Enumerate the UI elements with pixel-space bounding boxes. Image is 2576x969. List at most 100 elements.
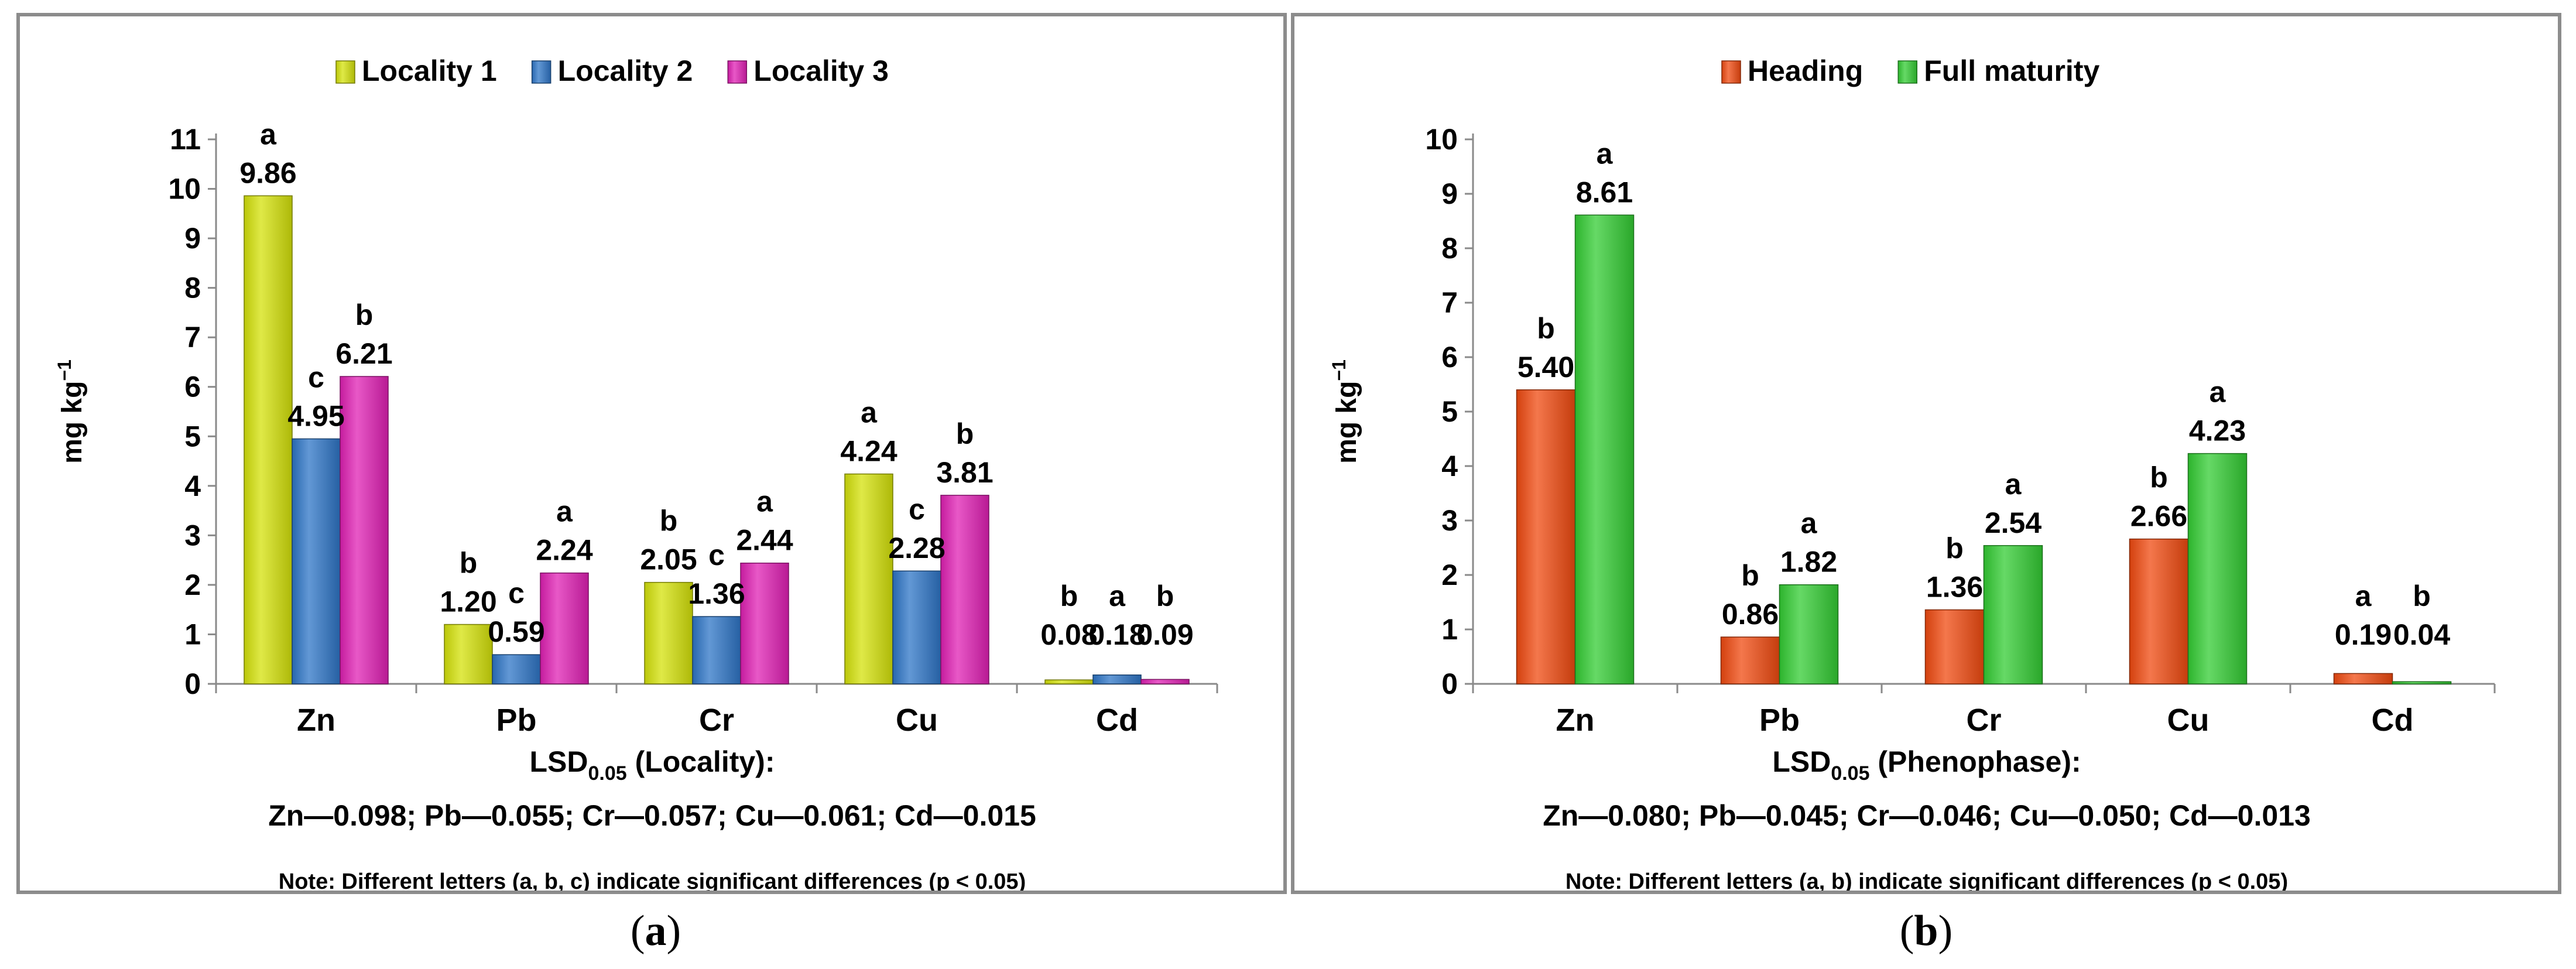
significance-letter: a — [2005, 468, 2022, 501]
significance-letter: b — [1945, 532, 1964, 565]
y-tick-label: 6 — [1441, 341, 1458, 374]
y-axis-label-superscript: −1 — [54, 359, 75, 381]
chart-a-svg: 0 1 2 3 4 5 6 7 8 9 10 11 mg kg−1 Zn Pb Cr Cu Cd 9.86 a 4.95… — [54, 54, 1218, 891]
data-label: 2.28 — [888, 532, 945, 564]
panel-label-a: a — [645, 907, 667, 955]
y-axis-label-superscript: −1 — [1328, 359, 1349, 381]
bar-zn-locality-3 — [340, 376, 389, 684]
lsd-values: Zn—0.080; Pb—0.045; Cr—0.046; Cu—0.050; … — [1543, 799, 2311, 832]
x-category-label-cu: Cu — [896, 703, 938, 738]
significance-letter: c — [508, 577, 525, 610]
y-tick-label: 10 — [1425, 123, 1458, 156]
bar-zn-heading — [1516, 389, 1576, 684]
significance-letter: a — [556, 495, 573, 528]
panel-caption-b: (b) — [1899, 907, 1953, 955]
y-tick-label: 8 — [184, 272, 201, 304]
significance-note: Note: Different letters (a, b, c) indica… — [279, 869, 1026, 891]
data-label: 9.86 — [239, 156, 296, 189]
lsd-values: Zn—0.098; Pb—0.055; Cr—0.057; Cu—0.061; … — [268, 799, 1036, 832]
significance-letter: b — [1060, 580, 1078, 612]
data-label: 1.20 — [440, 585, 496, 618]
legend: Heading Full maturity — [1721, 54, 2099, 87]
bar-pb-locality-2 — [492, 654, 541, 684]
significance-letter: b — [1741, 559, 1759, 592]
data-label: 8.61 — [1576, 176, 1633, 208]
y-tick-label: 10 — [168, 173, 201, 206]
bar-zn-locality-2 — [292, 438, 341, 684]
y-tick-label: 6 — [184, 371, 201, 403]
significance-letter: b — [1156, 580, 1174, 612]
legend-item: Locality 3 — [727, 54, 889, 87]
x-category-label-cu: Cu — [2167, 703, 2210, 738]
significance-note: Note: Different letters (a, b) indicate … — [1566, 869, 2288, 891]
lsd-subscript: 0.05 — [588, 762, 627, 785]
data-label: 2.66 — [2130, 500, 2187, 533]
legend-label: Locality 3 — [753, 54, 889, 87]
legend-label: Locality 2 — [558, 54, 693, 87]
data-label: 6.21 — [335, 337, 392, 370]
bar-pb-heading — [1720, 636, 1780, 684]
data-label: 0.09 — [1136, 618, 1193, 651]
significance-letter: b — [2150, 461, 2168, 494]
legend-swatch — [531, 60, 551, 84]
data-label: 4.24 — [840, 435, 898, 468]
x-category-label-cd: Cd — [2372, 703, 2414, 738]
bar-zn-full-maturity — [1574, 214, 1635, 684]
y-tick-label: 5 — [184, 420, 201, 453]
data-label: 1.36 — [688, 577, 745, 610]
data-label: 1.82 — [1780, 546, 1837, 578]
significance-letter: a — [260, 118, 277, 150]
lsd-subscript: 0.05 — [1831, 762, 1869, 785]
y-tick-label: 9 — [1441, 177, 1458, 210]
y-tick-label: 0 — [1441, 667, 1458, 700]
significance-letter: a — [861, 396, 878, 429]
lsd-factor: (Locality): — [627, 745, 775, 778]
x-category-label-cd: Cd — [1096, 703, 1138, 738]
bar-cu-locality-1 — [844, 473, 893, 684]
bar-cd-locality-2 — [1092, 674, 1142, 684]
legend-item: Heading — [1721, 54, 1863, 87]
significance-letter: a — [2355, 580, 2372, 612]
bar-cu-locality-3 — [940, 495, 989, 684]
chart-panel-b: 0 1 2 3 4 5 6 7 8 9 10 mg kg−1 Zn Pb Cr Cu Cd 5.40 b 8.61 a 0… — [1291, 13, 2561, 894]
legend-swatch — [335, 60, 355, 84]
legend-item: Locality 2 — [531, 54, 693, 87]
data-label: 4.95 — [287, 400, 344, 433]
chart-panel-a: 0 1 2 3 4 5 6 7 8 9 10 11 mg kg−1 Zn Pb Cr Cu Cd 9.86 a 4.95… — [16, 13, 1287, 894]
y-tick-label: 8 — [1441, 232, 1458, 265]
y-tick-label: 3 — [1441, 504, 1458, 537]
bar-cu-locality-2 — [892, 570, 941, 684]
y-axis-label: mg kg−1 — [1328, 359, 1362, 464]
x-category-label-zn: Zn — [297, 703, 335, 738]
bar-pb-locality-1 — [444, 624, 493, 684]
significance-letter: b — [460, 547, 478, 580]
significance-letter: a — [2210, 376, 2226, 409]
data-label: 0.19 — [2335, 618, 2392, 651]
bar-cr-locality-3 — [740, 562, 789, 684]
y-tick-label: 5 — [1441, 395, 1458, 428]
bar-cd-locality-3 — [1140, 679, 1190, 684]
bar-cr-locality-2 — [692, 616, 741, 684]
data-label: 4.23 — [2189, 415, 2246, 447]
y-tick-label: 4 — [184, 470, 201, 502]
lsd-title: LSD0.05 (Locality): — [530, 745, 775, 785]
y-tick-label: 2 — [184, 569, 201, 601]
y-tick-label: 0 — [184, 667, 201, 700]
panel-caption-a: (a) — [630, 907, 681, 955]
data-label: 1.36 — [1926, 571, 1983, 604]
significance-letter: a — [756, 485, 773, 518]
y-tick-label: 9 — [184, 222, 201, 255]
data-label: 0.59 — [488, 615, 544, 648]
data-label: 0.86 — [1722, 598, 1779, 631]
bar-cr-locality-1 — [644, 581, 693, 684]
legend-swatch — [727, 60, 748, 84]
bar-cd-full-maturity — [2392, 681, 2452, 684]
y-tick-label: 1 — [1441, 613, 1458, 646]
legend-item: Full maturity — [1897, 54, 2099, 87]
y-axis-label: mg kg−1 — [54, 359, 88, 464]
data-label: 2.44 — [736, 524, 793, 557]
y-tick-label: 3 — [184, 519, 201, 552]
x-category-label-zn: Zn — [1556, 703, 1595, 738]
significance-letter: a — [1109, 580, 1126, 612]
